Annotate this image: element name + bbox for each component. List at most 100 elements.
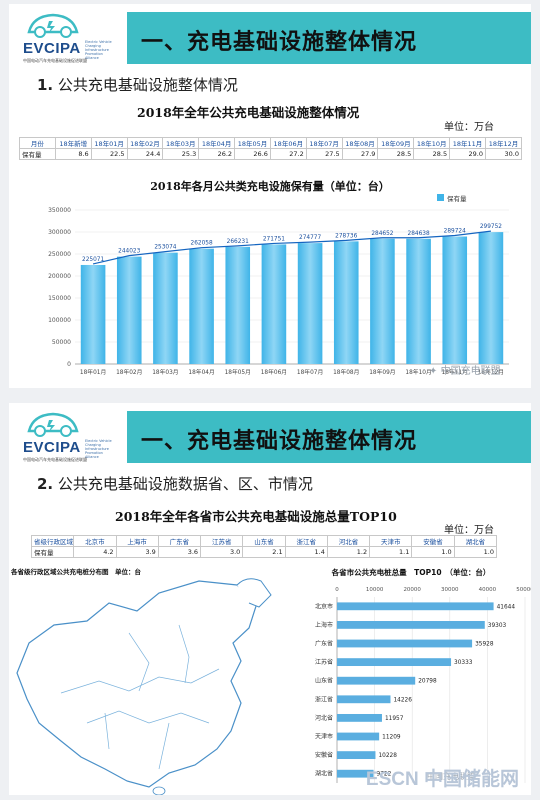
category-label: 湖北省 xyxy=(315,770,333,778)
y-tick-label: 0 xyxy=(67,361,71,368)
table-header-cell: 18年02月 xyxy=(126,137,164,149)
china-map xyxy=(16,578,272,795)
bar-value-label: 289724 xyxy=(444,229,466,235)
bar-value-label: 274777 xyxy=(299,235,321,241)
bar-series xyxy=(80,230,504,364)
table-header-cell: 18年07月 xyxy=(305,137,343,149)
bar xyxy=(189,248,214,364)
table-header-cell: 北京市 xyxy=(73,535,117,547)
x-axis-ticks: 0 10000 20000 30000 40000 50000 xyxy=(335,587,531,593)
evcipa-logo: EVCIPA Electric Vehicle Charging Infrast… xyxy=(23,10,115,70)
bar xyxy=(337,732,380,741)
bar-value-label: 20798 xyxy=(418,679,437,685)
y-tick-label: 350000 xyxy=(48,207,71,214)
bar-value-label: 14226 xyxy=(393,697,412,703)
table-value-cell: 1.1 xyxy=(369,546,413,558)
table-header-cell: 18年12月 xyxy=(484,137,523,149)
banner-title: 一、充电基础设施整体情况 xyxy=(141,429,418,454)
table-header-cell: 安徽省 xyxy=(411,535,455,547)
table-title: 2018年全年各省市公共充电基础设施总量TOP10 xyxy=(115,509,397,524)
table-header-cell: 18年09月 xyxy=(377,137,415,149)
table-header-cell: 18年06月 xyxy=(269,137,307,149)
bar xyxy=(337,620,485,629)
map-borders xyxy=(60,624,220,770)
table-header-cell: 18年11月 xyxy=(449,137,486,149)
bar-value-label: 262058 xyxy=(191,241,213,247)
bar-value-label: 299752 xyxy=(480,224,502,230)
logo-subtitle-cn: 中国电动汽车充电基础设施促进联盟 xyxy=(23,58,87,63)
bar-value-label: 30333 xyxy=(454,660,473,666)
trend-line xyxy=(92,230,491,265)
y-tick-label: 100000 xyxy=(48,317,71,324)
bar-value-label: 225071 xyxy=(82,257,104,263)
x-tick-label: 18年02月 xyxy=(116,368,142,376)
table-header-cell: 广东省 xyxy=(157,535,202,547)
y-tick-label: 200000 xyxy=(48,273,71,280)
category-label: 河北省 xyxy=(315,714,333,722)
table-title: 2018年全年公共充电基础设施整体情况 xyxy=(137,105,360,120)
data-labels: 41644 39303 35928 30333 20798 14226 11957 11209… xyxy=(377,604,516,777)
table-header-cell: 18年05月 xyxy=(234,137,271,149)
table-header-row: 月份 18年新增 18年01月 18年02月 18年03月 18年04月 18年05月 18年… xyxy=(19,137,523,149)
chart-title: 2018年各月公共类充电设施保有量（单位：台） xyxy=(150,179,390,193)
slide-provinces: EVCIPA Electric Vehicle Charging Infrast… xyxy=(9,403,531,795)
x-tick-label: 40000 xyxy=(479,587,497,593)
brand-mark-cn: 中国储能网 xyxy=(423,769,519,790)
category-label: 天津市 xyxy=(315,733,333,741)
table-value-cell: 30.0 xyxy=(484,148,523,160)
section-title: 公共充电基础设施数据省、区、市情况 xyxy=(57,475,313,493)
table-value-cell: 2.1 xyxy=(242,546,286,558)
table-header-cell: 河北省 xyxy=(326,535,371,547)
bar-value-label: 35928 xyxy=(475,642,494,648)
bar-value-label: 11957 xyxy=(385,716,404,722)
watermark: ✦ 中国充电联盟 xyxy=(429,362,501,377)
x-axis-ticks: 18年01月 18年02月 18年03月 18年04月 18年05月 18年06月 18年0… xyxy=(80,368,504,376)
category-label: 安徽省 xyxy=(315,751,333,759)
x-tick-label: 18年01月 xyxy=(80,368,106,376)
y-tick-label: 250000 xyxy=(48,251,71,258)
bar-value-label: 10228 xyxy=(378,753,397,759)
table-value-cell: 1.4 xyxy=(284,546,328,558)
province-bar-chart: 各省市公共充电桩总量 TOP10 （单位：台） 0 10000 20000 30000… xyxy=(315,567,531,783)
table-header-cell: 18年08月 xyxy=(341,137,379,149)
bar-series xyxy=(337,602,494,778)
x-tick-label: 30000 xyxy=(441,587,459,593)
escn-brand-mark: ESCN 中国储能网 xyxy=(366,764,519,791)
y-axis-ticks: 0 50000 100000 150000 200000 250000 300000 3500… xyxy=(48,207,71,368)
table-header-cell: 18年10月 xyxy=(413,137,451,149)
x-tick-label: 18年12月 xyxy=(478,368,504,376)
section-number: 1. xyxy=(37,76,54,94)
bar xyxy=(337,602,494,611)
bar xyxy=(406,238,431,364)
table-header-cell: 月份 xyxy=(19,137,56,149)
table-value-cell: 27.5 xyxy=(305,148,343,160)
category-label: 北京市 xyxy=(315,602,333,610)
slide-overall: EVCIPA Electric Vehicle Charging Infrast… xyxy=(9,4,531,388)
brand-mark-en: ESCN xyxy=(365,769,419,790)
y-tick-label: 150000 xyxy=(48,295,71,302)
category-label: 上海市 xyxy=(315,621,333,629)
map-title: 各省级行政区域公共充电桩分布图 单位：台 xyxy=(11,568,141,576)
data-labels: 225071 244023 253074 262058 266231 271751 2747… xyxy=(82,224,502,263)
ev-car-icon xyxy=(27,412,79,437)
bar-value-label: 244023 xyxy=(118,249,140,255)
section-title: 公共充电基础设施整体情况 xyxy=(57,76,238,94)
table-value-cell: 1.0 xyxy=(453,546,498,558)
table-value-cell: 8.6 xyxy=(54,148,92,160)
table-header-row: 省级行政区域 北京市 上海市 广东省 江苏省 山东省 浙江省 河北省 天津市 安徽省 湖北省 xyxy=(30,535,498,547)
bar xyxy=(337,769,374,778)
table-header-cell: 18年03月 xyxy=(162,137,200,149)
x-tick-label: 18年04月 xyxy=(188,368,214,376)
table-header-cell: 天津市 xyxy=(369,535,413,547)
y-tick-label: 300000 xyxy=(48,229,71,236)
table-value-cell: 26.2 xyxy=(198,148,236,160)
x-tick-label: 50000 xyxy=(516,587,531,593)
watermark: 中国充电联盟 xyxy=(427,771,475,782)
table-value-row: 保有量 4.2 3.9 3.6 3.0 2.1 1.4 1.2 1.1 1.0 1.0 xyxy=(30,546,498,558)
watermark-text: 中国充电联盟 xyxy=(440,366,501,377)
bar-value-label: 271751 xyxy=(263,236,285,242)
table-value-cell: 3.9 xyxy=(115,546,159,558)
table-header-cell: 18年01月 xyxy=(90,137,128,149)
bar xyxy=(478,232,504,364)
logo-subtitle-en: Electric Vehicle Charging Infrastructure… xyxy=(85,439,112,459)
